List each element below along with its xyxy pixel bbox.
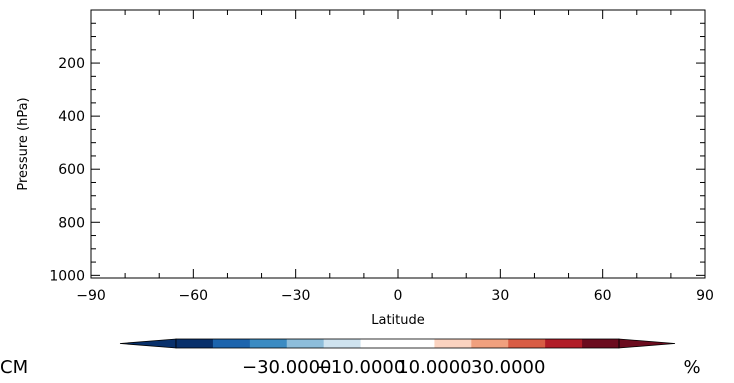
colorbar-tick-label: 10.0000 [397, 357, 471, 378]
x-tick-label: 90 [696, 288, 714, 304]
colorbar-segment [323, 339, 361, 348]
colorbar-tick-label: −30.0000 [242, 357, 332, 378]
colorbar-segment [434, 339, 472, 348]
x-axis-tick-labels: −90 −60 −30 0 30 60 90 [76, 288, 714, 304]
colorbar-tick-label: 30.0000 [471, 357, 545, 378]
colorbar-segment [582, 339, 620, 348]
x-tick-label: 0 [394, 288, 403, 304]
y-tick-label: 200 [58, 56, 85, 72]
colorbar-over-arrow [618, 338, 676, 349]
y-tick-label: 800 [58, 215, 85, 231]
y-tick-label: 1000 [49, 268, 85, 284]
colorbar-left-label: CM [0, 357, 28, 378]
colorbar-segment [471, 339, 509, 348]
colorbar [119, 338, 676, 349]
x-tick-label: 30 [491, 288, 509, 304]
colorbar-unit: % [683, 357, 700, 378]
colorbar-tick-label: −10.0000 [316, 357, 406, 378]
y-axis-tick-labels: 200 400 600 800 1000 [49, 56, 85, 284]
plot-area [90, 9, 706, 279]
x-tick-label: −30 [281, 288, 311, 304]
colorbar-segment [397, 339, 435, 348]
x-axis-ticks [90, 10, 706, 278]
y-axis-ticks [91, 22, 705, 276]
colorbar-frame [175, 338, 620, 349]
x-tick-label: −60 [179, 288, 209, 304]
y-tick-label: 600 [58, 162, 85, 178]
x-tick-label: −90 [76, 288, 106, 304]
colorbar-segment [212, 339, 251, 348]
x-axis-title: Latitude [371, 313, 425, 328]
y-tick-label: 400 [58, 109, 85, 125]
colorbar-under-arrow [119, 338, 177, 349]
colorbar-segment [249, 339, 288, 348]
x-tick-label: 60 [594, 288, 612, 304]
colorbar-segment [176, 339, 214, 348]
colorbar-segment [286, 339, 325, 348]
y-axis-title: Pressure (hPa) [16, 97, 31, 190]
colorbar-segment [508, 339, 546, 348]
colorbar-segment [545, 339, 583, 348]
colorbar-segment [360, 339, 398, 348]
